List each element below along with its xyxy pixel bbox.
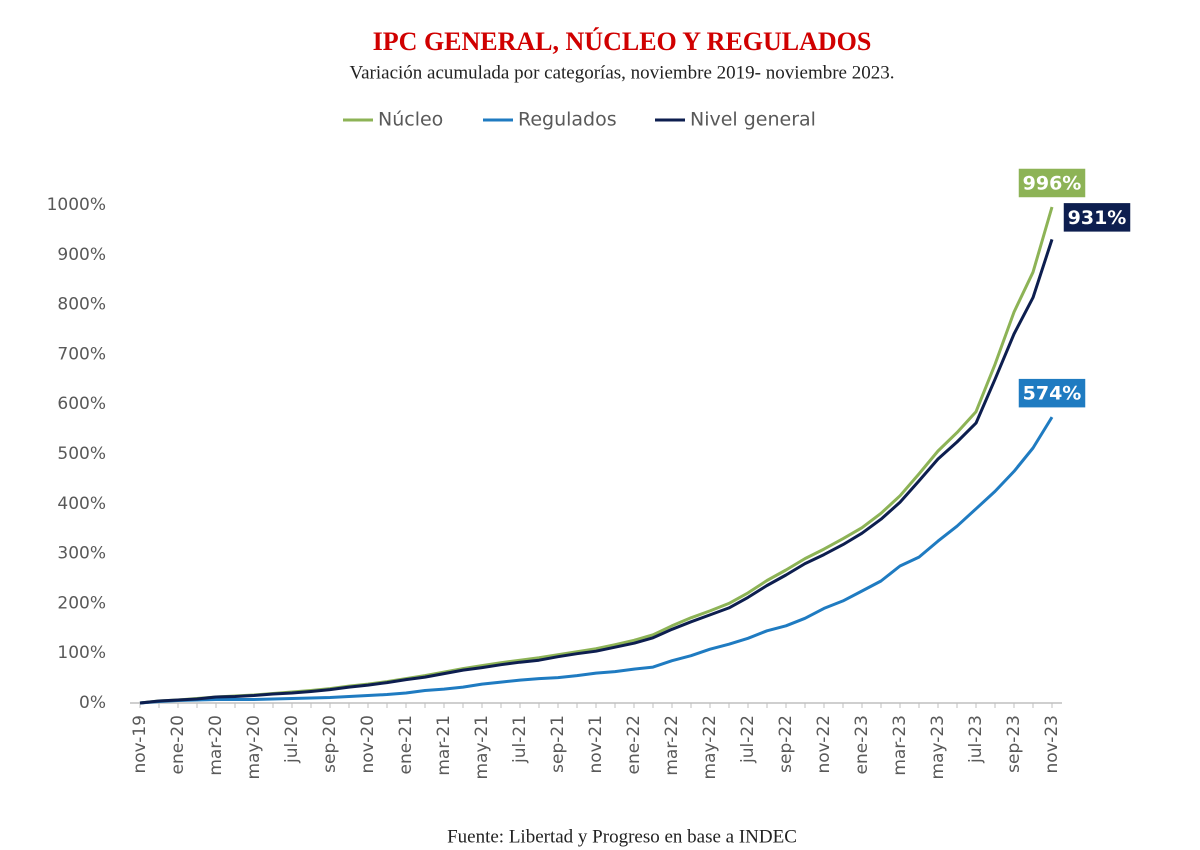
- y-tick-label: 800%: [57, 295, 106, 315]
- x-tick-label: jul-23: [966, 715, 986, 764]
- value-label-box: [1017, 167, 1087, 199]
- legend-label: Nivel general: [690, 109, 816, 131]
- series-line: [139, 416, 1054, 705]
- legend-label: Núcleo: [378, 109, 443, 131]
- x-tick-label: jul-22: [738, 715, 758, 764]
- chart-title: IPC GENERAL, NÚCLEO Y REGULADOS: [373, 27, 872, 56]
- y-tick-label: 1000%: [47, 195, 106, 215]
- x-tick-label: ene-21: [396, 715, 416, 774]
- value-label-box: [1062, 201, 1132, 234]
- y-tick-label: 0%: [79, 693, 106, 713]
- y-tick-label: 500%: [57, 444, 106, 464]
- x-tick-label: mar-21: [434, 715, 454, 776]
- x-tick-label: nov-21: [586, 715, 606, 774]
- x-tick-label: mar-22: [662, 715, 682, 776]
- x-tick-label: nov-23: [1042, 715, 1062, 774]
- y-tick-label: 400%: [57, 494, 106, 514]
- x-tick-label: ene-23: [852, 715, 872, 774]
- x-tick-label: ene-22: [624, 715, 644, 774]
- chart-source: Fuente: Libertad y Progreso en base a IN…: [447, 826, 797, 847]
- legend-label: Regulados: [518, 109, 617, 131]
- x-tick-label: may-20: [244, 715, 264, 780]
- y-tick-label: 700%: [57, 344, 106, 364]
- value-label: 996%: [1023, 172, 1082, 194]
- x-tick-label: sep-22: [776, 715, 796, 773]
- series-line: [139, 238, 1054, 705]
- x-tick-label: mar-23: [890, 715, 910, 776]
- x-tick-label: nov-22: [814, 715, 834, 774]
- x-tick-label: sep-21: [548, 715, 568, 773]
- x-tick-label: sep-20: [320, 715, 340, 773]
- x-tick-label: jul-21: [510, 715, 530, 764]
- value-label-box: [1017, 377, 1087, 409]
- y-tick-label: 900%: [57, 245, 106, 265]
- x-tick-label: may-23: [928, 715, 948, 780]
- x-tick-label: nov-20: [358, 715, 378, 774]
- x-tick-label: ene-20: [168, 715, 188, 774]
- y-tick-label: 200%: [57, 593, 106, 613]
- x-tick-label: jul-20: [282, 715, 302, 764]
- value-label: 574%: [1023, 383, 1082, 405]
- x-tick-label: sep-23: [1004, 715, 1024, 773]
- y-tick-label: 100%: [57, 643, 106, 663]
- value-label: 931%: [1068, 207, 1127, 229]
- x-tick-label: mar-20: [206, 715, 226, 776]
- x-tick-label: may-22: [700, 715, 720, 780]
- y-tick-label: 300%: [57, 544, 106, 564]
- x-tick-label: nov-19: [130, 715, 150, 774]
- x-tick-label: may-21: [472, 715, 492, 780]
- y-tick-label: 600%: [57, 394, 106, 414]
- chart-subtitle: Variación acumulada por categorías, novi…: [349, 62, 894, 83]
- series-line: [139, 206, 1054, 705]
